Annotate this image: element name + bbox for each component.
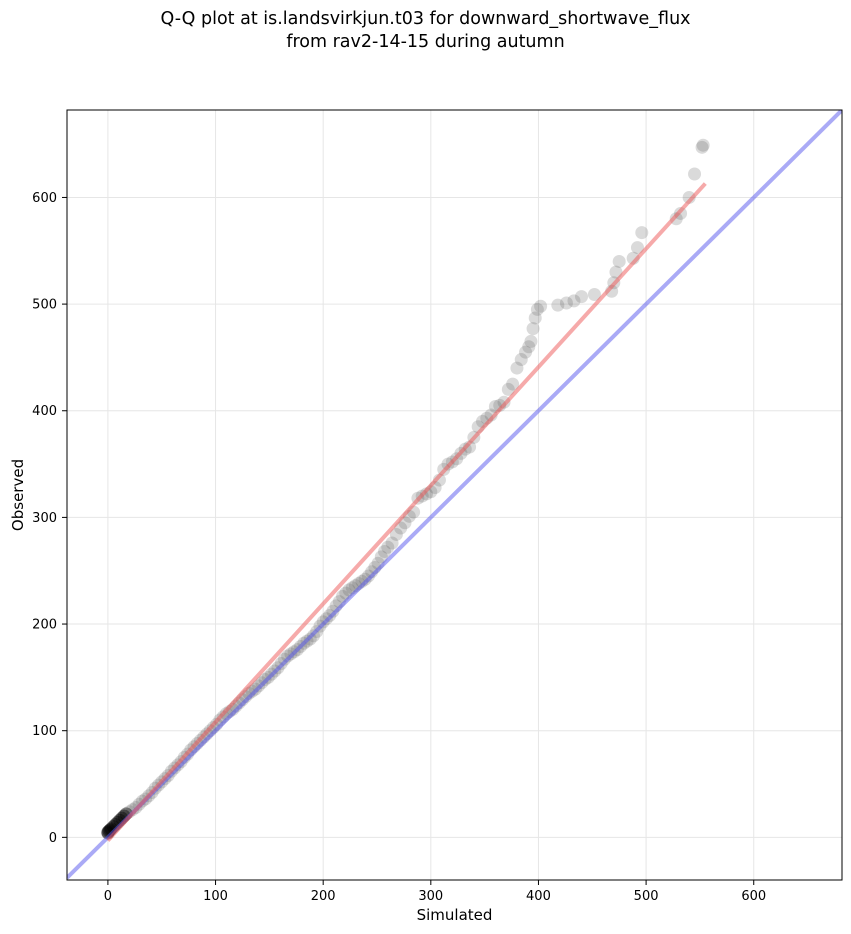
data-point	[126, 803, 140, 817]
data-point	[514, 353, 528, 367]
x-tick-label: 300	[418, 889, 443, 904]
data-point	[567, 294, 581, 308]
x-tick-label: 100	[203, 889, 228, 904]
x-tick-label: 0	[104, 889, 112, 904]
data-point	[575, 290, 589, 304]
y-tick-label: 500	[32, 298, 57, 313]
data-point	[389, 527, 403, 541]
data-point	[385, 536, 399, 550]
chart-title: Q-Q plot at is.landsvirkjun.t03 for down…	[0, 8, 851, 54]
data-point	[519, 345, 533, 359]
data-point	[381, 540, 395, 554]
x-tick-label: 400	[526, 889, 551, 904]
data-point	[688, 167, 702, 181]
x-axis-ticks: 0 100 200 300 400 500 600	[104, 880, 766, 904]
y-tick-label: 600	[32, 191, 57, 206]
x-axis-label: Simulated	[417, 906, 493, 924]
y-tick-label: 200	[32, 618, 57, 633]
chart-title-line-1: Q-Q plot at is.landsvirkjun.t03 for down…	[160, 9, 691, 29]
y-tick-label: 0	[49, 831, 57, 846]
data-point	[378, 545, 392, 559]
data-point	[326, 604, 340, 618]
data-point	[635, 226, 649, 240]
y-tick-label: 300	[32, 511, 57, 526]
y-axis-ticks: 0 100 200 300 400 500 600	[32, 191, 67, 846]
data-point	[526, 322, 540, 336]
data-point	[524, 334, 538, 348]
data-point	[510, 361, 524, 375]
data-point	[695, 140, 709, 154]
y-tick-label: 100	[32, 724, 57, 739]
data-point	[559, 296, 573, 310]
data-point	[530, 302, 544, 316]
data-point	[612, 254, 626, 268]
fit-line	[106, 182, 707, 842]
data-point	[277, 652, 291, 666]
plot-frame	[66, 109, 843, 881]
grid	[67, 110, 842, 880]
data-points	[101, 138, 710, 840]
data-point	[501, 382, 515, 396]
y-axis-label: Observed	[9, 459, 27, 531]
data-point	[361, 569, 375, 583]
identity-line	[67, 110, 842, 880]
data-point	[534, 299, 548, 313]
data-point	[420, 487, 434, 501]
x-tick-label: 600	[741, 889, 766, 904]
data-point	[587, 288, 601, 302]
data-point	[528, 311, 542, 325]
data-point	[630, 241, 644, 255]
data-point	[522, 340, 536, 354]
data-point	[281, 649, 295, 663]
data-point	[696, 138, 710, 152]
data-point	[358, 572, 372, 586]
x-tick-label: 500	[634, 889, 659, 904]
data-point	[374, 550, 388, 564]
data-point	[551, 298, 565, 312]
y-tick-label: 400	[32, 404, 57, 419]
x-tick-label: 200	[311, 889, 336, 904]
chart-title-line-2: from rav2-14-15 during autumn	[286, 32, 565, 52]
plot-area	[67, 110, 842, 880]
data-point	[506, 377, 520, 391]
